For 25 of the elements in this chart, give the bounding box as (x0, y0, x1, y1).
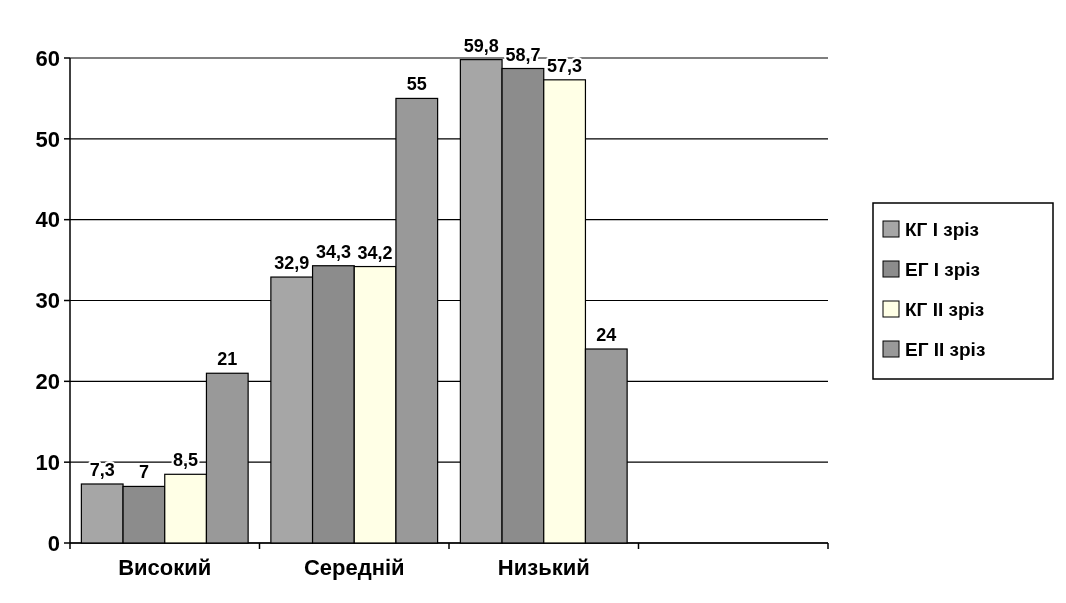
data-label: 59,8 (463, 35, 499, 56)
x-tick-label: Середній (303, 555, 405, 580)
y-tick-label: 30 (35, 288, 60, 314)
data-label: 7 (138, 462, 149, 483)
y-tick-label: 50 (35, 126, 60, 152)
data-label: 34,3 (315, 241, 351, 262)
data-label: 24 (596, 325, 617, 345)
x-tick-label: Високий (118, 555, 212, 580)
legend-label: КГ ІІ зріз (905, 298, 985, 320)
data-label: 34,2 (357, 242, 393, 263)
y-tick-label: 10 (35, 449, 60, 475)
y-tick-label: 0 (47, 530, 60, 556)
data-label: 58,7 (505, 44, 541, 65)
legend-label: КГ І зріз (905, 218, 979, 240)
data-label: 55 (406, 74, 427, 95)
x-tick-label: Низький (497, 555, 590, 580)
data-label: 21 (217, 349, 238, 370)
data-label: 57,3 (547, 55, 583, 76)
data-label: 32,9 (274, 253, 310, 274)
y-tick-label: 40 (35, 207, 60, 233)
legend-label: ЕГ ІІ зріз (905, 338, 986, 360)
legend-label: ЕГ І зріз (905, 258, 981, 280)
y-tick-label: 60 (35, 45, 60, 71)
y-tick-label: 20 (35, 369, 60, 395)
data-label: 7,3 (89, 459, 115, 480)
